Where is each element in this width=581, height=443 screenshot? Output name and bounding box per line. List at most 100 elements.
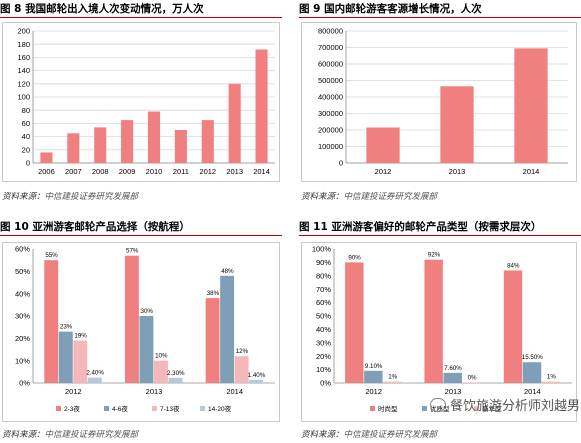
c11-xtick-label: 2013: [445, 387, 462, 396]
c9-ytick-label: 300000: [318, 109, 343, 118]
c10-legend-label: 7-13夜: [160, 404, 180, 413]
c9-ytick-label: 800000: [318, 27, 343, 36]
c10-ytick-label: 50%: [15, 267, 30, 276]
c10-data-label: 55%: [45, 252, 58, 259]
c10-legend-label: 2-3夜: [64, 404, 80, 413]
c8-ytick-label: 100: [17, 93, 30, 102]
c10-bar: [205, 298, 220, 383]
fig8-plot-area: 0 20 40 60 80 100 120 140 160 180 200 2006 2007 2008 2…: [2, 22, 280, 182]
fig9-source-publisher: 中信建投证券研究发展部: [343, 192, 438, 202]
panel-fig8: 图 8 我国邮轮出入境人次变动情况，万人次 0 20 40 60 80 100 120 140…: [0, 0, 282, 218]
c11-data-label: 90%: [348, 254, 361, 261]
c11-legend-swatch: [474, 406, 479, 411]
c10-data-label: 38%: [207, 290, 220, 297]
c8-xtick-label: 2010: [146, 167, 163, 176]
c11-bar: [522, 362, 542, 383]
c8-ytick-label: 20: [22, 145, 30, 154]
c9-ytick-label: 400000: [318, 93, 343, 102]
c11-bar: [503, 270, 523, 383]
fig10-source-label: 资料来源：: [2, 430, 45, 440]
fig9-title: 图 9 国内邮轮游客客源增长情况，人次: [299, 0, 581, 18]
c8-xtick-label: 2007: [65, 167, 82, 176]
fig10-title: 图 10 亚洲游客邮轮产品选择（按航程）: [0, 218, 282, 236]
fig8-source: 资料来源：中信建投证券研究发展部: [2, 190, 138, 202]
c10-legend-label: 14-20夜: [208, 404, 232, 413]
c11-data-label: 1%: [388, 374, 397, 381]
fig11-source-label: 资料来源：: [301, 430, 344, 440]
c10-legend-swatch: [152, 406, 157, 411]
c10-ytick-label: 20%: [15, 334, 30, 343]
c11-ytick-label: 60%: [316, 298, 331, 307]
fig11-title: 图 11 亚洲游客偏好的邮轮产品类型（按需求层次）: [299, 218, 581, 236]
c8-ytick-label: 200: [17, 27, 30, 36]
c11-ytick-label: 40%: [316, 325, 331, 334]
c10-data-label: 2.40%: [86, 370, 104, 377]
c11-legend-swatch: [422, 406, 427, 411]
c8-ytick-label: 160: [17, 53, 30, 62]
fig11-source-publisher: 中信建投证券研究发展部: [343, 430, 438, 440]
c9-ytick-label: 700000: [318, 43, 343, 52]
c9-xtick-label: 2013: [449, 167, 466, 176]
c11-legend-label: 时尚型: [378, 404, 398, 413]
c8-bar: [67, 133, 80, 163]
c11-bar: [345, 262, 364, 383]
fig9-plot-area: 0 100000 200000 300000 400000 500000 600000 700…: [301, 22, 577, 182]
c11-ytick-label: 70%: [316, 285, 331, 294]
c10-bar: [58, 331, 73, 383]
watermark: 餐饮旅游分析师刘越男: [430, 395, 580, 414]
c9-ytick-label: 600000: [318, 60, 343, 69]
c10-bar: [139, 316, 154, 383]
c9-bar: [366, 127, 400, 163]
c8-xtick-label: 2014: [253, 167, 270, 176]
c10-data-label: 19%: [74, 333, 87, 340]
c8-ytick-label: 0: [26, 159, 30, 168]
c10-bar: [73, 340, 88, 383]
c10-legend-swatch: [56, 406, 61, 411]
c10-ytick-label: 10%: [15, 356, 30, 365]
panel-fig10: 图 10 亚洲游客邮轮产品选择（按航程） 0% 10% 20% 30% 40% 50% 60…: [0, 218, 282, 443]
c8-bar: [201, 120, 214, 163]
c9-ytick-label: 200000: [318, 126, 343, 135]
c8-xtick-label: 2013: [226, 167, 243, 176]
c10-bar: [168, 377, 183, 383]
c8-xtick-label: 2012: [199, 167, 216, 176]
c9-xtick-label: 2014: [523, 167, 540, 176]
c8-xtick-label: 2009: [119, 167, 136, 176]
fig8-chart: 0 20 40 60 80 100 120 140 160 180 200 2006 2007 2008 2…: [17, 27, 275, 176]
c10-ytick-label: 40%: [15, 289, 30, 298]
fig8-title: 图 8 我国邮轮出入境人次变动情况，万人次: [0, 0, 282, 18]
c11-ytick-label: 100%: [312, 245, 332, 254]
c11-ytick-label: 50%: [316, 312, 331, 321]
c8-ytick-label: 80: [22, 106, 30, 115]
c8-ytick-label: 120: [17, 79, 30, 88]
fig9-source-label: 资料来源：: [301, 192, 344, 202]
c8-bar: [94, 127, 107, 163]
panel-fig9: 图 9 国内邮轮游客客源增长情况，人次 0 100000 200000 300000 4…: [299, 0, 581, 218]
c11-data-label: 9.10%: [365, 363, 383, 370]
fig10-plot-area: 0% 10% 20% 30% 40% 50% 60% 2012 2013 2014 55% 57% 38…: [2, 242, 280, 422]
c9-bar: [440, 86, 474, 163]
c11-bar: [541, 381, 561, 383]
fig10-chart: 0% 10% 20% 30% 40% 50% 60% 2012 2013 2014 55% 57% 38…: [15, 245, 275, 413]
c8-ytick-label: 180: [17, 40, 30, 49]
c11-bar: [364, 370, 383, 383]
fig10-source-publisher: 中信建投证券研究发展部: [44, 430, 139, 440]
c11-ytick-label: 80%: [316, 271, 331, 280]
c9-xtick-label: 2012: [375, 167, 392, 176]
c8-bar: [40, 152, 53, 163]
panel-fig11: 图 11 亚洲游客偏好的邮轮产品类型（按需求层次） 0% 10% 20% 30% 40%…: [299, 218, 581, 443]
c8-xtick-label: 2011: [173, 167, 189, 176]
c10-bar: [234, 356, 249, 383]
c9-ytick-label: 500000: [318, 76, 343, 85]
c10-data-label: 1.40%: [248, 372, 266, 379]
c10-xtick-label: 2012: [65, 387, 82, 396]
c10-bar: [44, 260, 59, 383]
c11-ytick-label: 30%: [316, 338, 331, 347]
c11-legend-swatch: [370, 406, 375, 411]
wechat-icon: [430, 398, 446, 412]
c11-bar: [424, 259, 443, 383]
c10-bar: [220, 275, 235, 383]
c10-legend-label: 4-6夜: [112, 404, 128, 413]
c11-ytick-label: 20%: [316, 352, 331, 361]
fig11-plot-area: 0% 10% 20% 30% 40% 50% 60% 70% 80% 90% 100% 2012 201…: [301, 242, 577, 422]
